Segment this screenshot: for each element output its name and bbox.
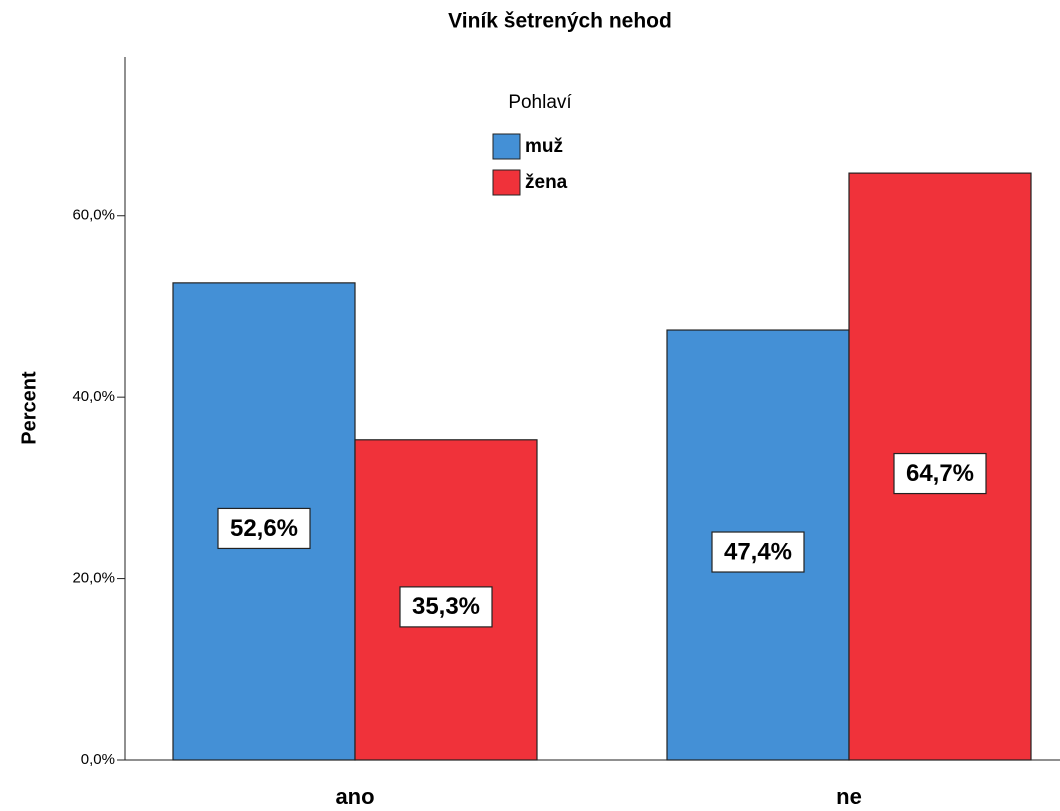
value-label: 47,4% — [724, 538, 792, 565]
y-tick-label: 0,0% — [81, 751, 115, 768]
value-label: 52,6% — [230, 515, 298, 542]
legend-label: žena — [525, 172, 568, 193]
x-tick-label: ano — [335, 784, 374, 809]
value-label-box — [399, 586, 493, 628]
legend-label: muž — [525, 136, 563, 157]
value-label-box — [711, 531, 805, 573]
value-label-box — [893, 452, 987, 495]
y-tick-label: 20,0% — [72, 570, 115, 587]
legend-swatch — [492, 169, 521, 196]
y-tick-label: 60,0% — [72, 207, 115, 224]
y-tick-label: 40,0% — [72, 388, 115, 405]
value-label-box — [217, 507, 311, 550]
chart-title: Viník šetrených nehod — [448, 10, 672, 33]
x-tick-label: ne — [836, 784, 862, 809]
value-label: 35,3% — [412, 593, 480, 620]
legend-swatch — [492, 133, 521, 160]
y-axis-title: Percent — [18, 371, 40, 445]
value-label: 64,7% — [906, 460, 974, 487]
legend-title: Pohlaví — [508, 92, 572, 113]
